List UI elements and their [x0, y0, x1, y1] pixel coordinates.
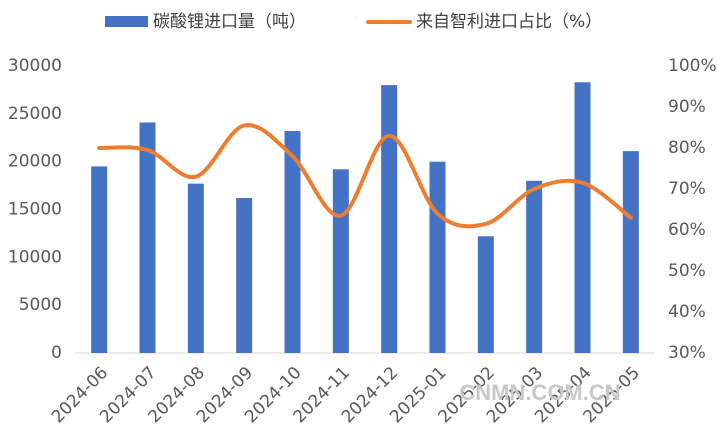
- bar: [332, 169, 349, 353]
- bar: [381, 85, 398, 353]
- y2-tick-label: 100%: [668, 56, 717, 76]
- y2-tick-label: 80%: [668, 138, 706, 158]
- legend-label: 碳酸锂进口量（吨）: [153, 12, 306, 32]
- y-tick-label: 30000: [8, 56, 62, 76]
- bar: [284, 131, 301, 353]
- y2-tick-label: 40%: [668, 302, 706, 322]
- y-tick-label: 25000: [8, 104, 62, 124]
- legend-swatch: [105, 16, 148, 27]
- y-tick-label: 20000: [8, 152, 62, 172]
- bar: [622, 151, 639, 353]
- y2-tick-label: 30%: [668, 343, 706, 363]
- y2-tick-label: 90%: [668, 97, 706, 117]
- bar: [236, 198, 253, 353]
- y-tick-label: 5000: [19, 295, 62, 315]
- line: [97, 123, 633, 229]
- bar: [139, 122, 156, 354]
- watermark: CNMN.COM.CN: [459, 380, 620, 405]
- bar: [574, 82, 591, 353]
- legend-label: 来自智利进口占比（%）: [416, 12, 602, 32]
- y-tick-label: 0: [51, 343, 62, 363]
- bar: [91, 166, 108, 353]
- y2-tick-label: 50%: [668, 261, 706, 281]
- y2-tick-label: 70%: [668, 179, 706, 199]
- bar: [429, 161, 446, 353]
- y-tick-label: 15000: [8, 200, 62, 220]
- y-tick-label: 10000: [8, 247, 62, 267]
- bar: [526, 180, 543, 353]
- y2-tick-label: 60%: [668, 220, 706, 240]
- bar: [477, 236, 494, 353]
- bar: [187, 183, 204, 353]
